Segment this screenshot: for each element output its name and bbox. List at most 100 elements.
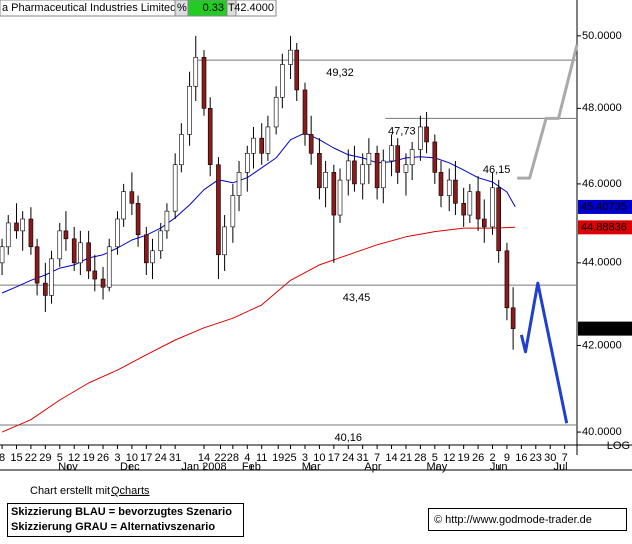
candle-body [164,210,170,232]
copyright-box [428,508,627,531]
x-tick-label: 24 [342,452,354,464]
candle-body [418,126,423,150]
candle-body [380,160,386,189]
x-tick-label: 28 [414,452,426,464]
legend-gray: Skizzierung GRAU = Alternativszenario [11,521,215,533]
candle-body [259,137,265,154]
candle-body [106,246,112,288]
x-tick-label: 25 [284,452,296,464]
x-tick-label: 22 [214,452,226,464]
candle-body [496,187,501,252]
x-tick-label: 19 [82,452,94,464]
price-marker-label: 45.40735 [581,201,627,213]
candle-body [144,234,149,264]
month-label: Jul [553,461,567,473]
month-label: Apr [364,461,381,473]
candle-body [115,218,120,248]
x-tick-label: 21 [400,452,412,464]
x-tick-label: 29 [39,452,51,464]
x-tick-label: 5 [432,452,438,464]
y-tick-label: 40.0000 [582,426,622,438]
candle-body [337,179,343,216]
annotation: 46,15 [483,164,511,176]
candle-body [294,49,300,91]
scale-label: LOG [607,440,630,452]
x-tick-label: 10 [313,452,325,464]
candle-body [510,307,516,329]
candle-body [438,172,444,196]
candle-body [395,145,401,173]
candle-body [100,278,106,288]
candle-body [374,152,380,189]
copyright: © http://www.godmode-trader.de [434,514,592,526]
price-marker [578,199,632,214]
candle-body [389,145,394,162]
candle-body [481,218,487,228]
candle-body [0,246,5,264]
x-tick-label: 7 [374,452,380,464]
x-tick-label: 19 [272,452,284,464]
candle-body [230,195,236,228]
candle-body [366,152,372,166]
candle-body [453,179,458,204]
candle-body [403,164,409,173]
month-label: Jun [490,461,508,473]
candle-body [323,172,328,189]
x-tick-label: 3 [114,452,120,464]
candle-body [5,222,11,248]
candle-body [475,191,481,220]
candle-body [288,49,293,65]
candle-body [244,152,250,173]
candle-body [360,164,365,185]
candle-body [490,187,495,228]
x-tick-label: 12 [68,452,80,464]
x-tick-label: 23 [530,452,542,464]
x-tick-label: 10 [126,452,138,464]
candle-body [63,230,69,240]
scenario [519,281,569,424]
candle-body [129,191,135,204]
candle-body [28,218,34,248]
month-label: Nov [58,461,78,473]
legend-blue: Skizzierung BLAU = bevorzugtes Szenario [11,506,232,518]
candle-body [150,250,155,264]
candle-body [432,141,438,173]
x-tick-label: 26 [472,452,484,464]
candle-body [14,222,19,232]
price-marker-label: 42.4000 [581,323,621,335]
candle-body [424,126,429,143]
x-tick-label: 26 [97,452,109,464]
candle-body [121,191,126,220]
x-tick-label: 15 [10,452,22,464]
month-label: Feb [242,461,261,473]
y-tick-label: 46.0000 [582,178,622,190]
header-change: 0.33 [203,2,224,14]
credit-link[interactable]: Qcharts [111,485,150,497]
month-label: Jan 2008 [181,461,226,473]
candle-body [187,85,192,135]
x-tick-label: 28 [227,452,239,464]
candle-body [236,172,242,196]
candle-body [216,164,221,256]
candle-body [409,149,415,166]
x-tick-label: 14 [385,452,397,464]
candle-body [43,282,48,296]
x-tick-label: 8 [0,452,5,464]
x-tick-label: 5 [57,452,63,464]
x-tick-label: 22 [25,452,37,464]
month-label: May [426,461,447,473]
candle-body [222,226,227,256]
x-tick-label: 17 [140,452,152,464]
y-tick-label: 50.0000 [582,30,622,42]
level-label: 43,45 [343,292,371,304]
x-tick-label: 12 [443,452,455,464]
candle-body [207,108,213,166]
moving-average [1,226,516,433]
x-tick-label: 3 [302,452,308,464]
x-tick-label: 16 [515,452,527,464]
candle-body [78,242,83,264]
candle-body [331,172,337,216]
x-tick-label: 14 [198,452,210,464]
